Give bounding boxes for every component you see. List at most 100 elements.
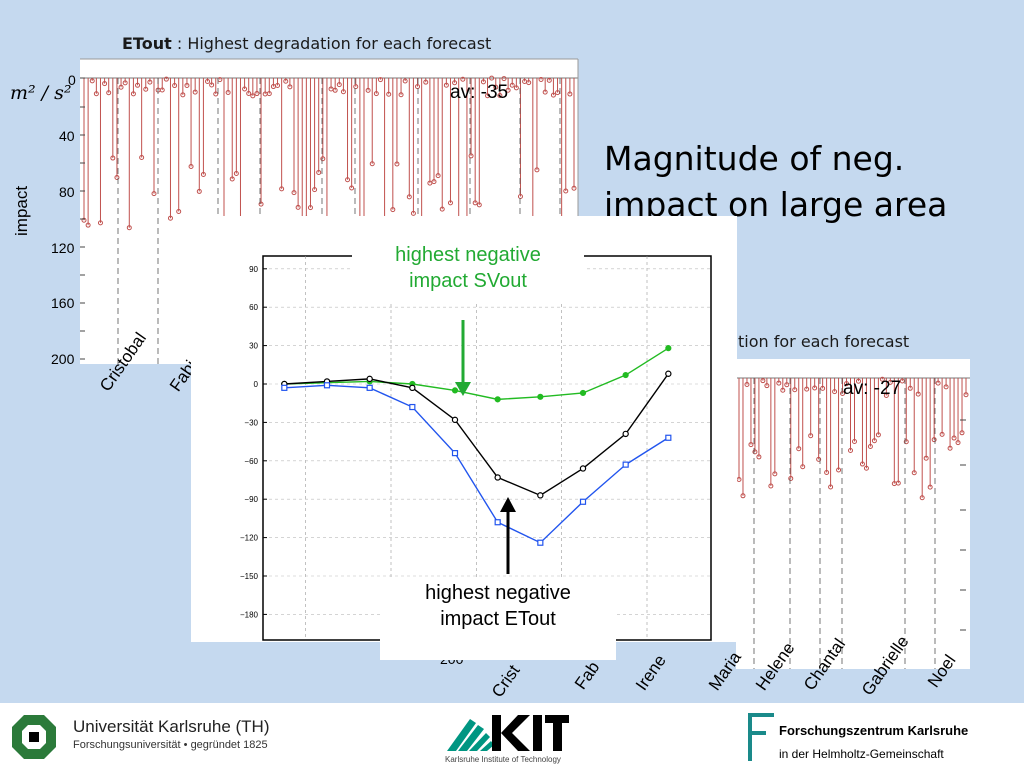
- data-point: [665, 434, 672, 441]
- stem-marker: [927, 484, 933, 490]
- stem-marker: [931, 437, 937, 443]
- stem-marker: [349, 185, 355, 191]
- stem-marker: [188, 163, 194, 169]
- data-point: [451, 450, 459, 457]
- stem-marker: [118, 84, 124, 90]
- stem-marker: [258, 201, 264, 207]
- stem-marker: [209, 82, 215, 88]
- callout-svout-line1: highest negative: [395, 244, 541, 266]
- stem-marker: [526, 80, 532, 86]
- data-point: [537, 539, 544, 546]
- stem-marker: [792, 387, 798, 393]
- uni-name: Universität Karlsruhe (TH): [73, 717, 270, 736]
- stem-marker: [85, 222, 91, 228]
- stem-marker: [126, 225, 132, 231]
- ytick-label: 30: [249, 342, 258, 351]
- stem-marker: [328, 86, 334, 92]
- ytick-label: −90: [244, 495, 258, 504]
- stem-marker: [332, 87, 338, 93]
- stem-marker: [225, 89, 231, 95]
- ytick-160: 160: [51, 295, 75, 311]
- stem-marker: [81, 217, 87, 223]
- stem-marker: [812, 385, 818, 391]
- stem-marker: [517, 193, 523, 199]
- stem-marker: [377, 77, 383, 83]
- data-point: [494, 396, 501, 403]
- ytick-0: 0: [68, 72, 76, 88]
- stem-marker: [192, 89, 198, 95]
- data-point: [537, 492, 544, 499]
- ytick-label: −150: [240, 572, 259, 581]
- series-line-1: [284, 373, 669, 497]
- callout-etout-line1: highest negative: [425, 582, 571, 604]
- footer-logos: [12, 713, 774, 761]
- top-panel-average: av: -35: [450, 82, 509, 103]
- kit-logo: [447, 715, 569, 751]
- stem-marker: [832, 389, 838, 395]
- stem-marker: [919, 495, 925, 501]
- stem-marker: [563, 188, 569, 194]
- stem-marker: [468, 153, 474, 159]
- data-point: [451, 416, 459, 424]
- stem-marker: [744, 382, 750, 388]
- data-point: [451, 387, 459, 394]
- stem-marker: [840, 390, 846, 396]
- stem-marker: [110, 155, 116, 161]
- stem-marker: [752, 449, 758, 455]
- fz-name: Forschungszentrum Karlsruhe: [779, 723, 969, 738]
- stem-marker: [947, 445, 953, 451]
- data-point: [579, 465, 587, 472]
- top-panel-title: ETout : Highest degradation for each for…: [122, 34, 492, 53]
- fz-subtitle: in der Helmholtz-Gemeinschaft: [779, 747, 944, 761]
- stem-marker: [859, 461, 865, 467]
- top-panel-unit: m² / s²: [10, 82, 72, 104]
- data-point: [622, 371, 629, 379]
- right-panel-stems: [736, 376, 969, 501]
- stem-marker: [867, 444, 873, 450]
- data-point: [409, 403, 416, 411]
- data-point: [366, 384, 373, 391]
- stem-marker: [824, 470, 830, 476]
- stem-marker: [246, 91, 252, 97]
- stem-marker: [460, 76, 466, 82]
- stem-marker: [151, 191, 157, 197]
- stem-marker: [497, 93, 503, 99]
- stem-marker: [923, 455, 929, 461]
- stem-marker: [513, 85, 519, 91]
- data-point: [409, 384, 416, 392]
- stem-marker: [505, 87, 511, 93]
- stem-marker: [106, 90, 112, 96]
- stem-marker: [114, 174, 120, 180]
- slide: ETout : Highest degradation for each for…: [10, 34, 970, 701]
- stem-marker: [911, 470, 917, 476]
- stem-marker: [567, 91, 573, 97]
- callout-svout: highest negative impact SVout: [352, 242, 584, 304]
- stem-marker: [808, 433, 814, 439]
- stem-marker: [423, 79, 429, 85]
- stem-marker: [242, 86, 248, 92]
- ytick-label: 90: [249, 265, 258, 274]
- stem-marker: [200, 171, 206, 177]
- line-chart-yticks: 90 60 30 0 −30 −60 −90 −120 −150 −180: [240, 265, 267, 619]
- stem-marker: [122, 80, 128, 86]
- stem-marker: [402, 78, 408, 84]
- ytick-120: 120: [51, 240, 75, 256]
- stem-marker: [307, 205, 313, 211]
- stem-marker: [820, 385, 826, 391]
- series-line-0: [284, 347, 669, 401]
- data-point: [665, 345, 672, 352]
- stem-marker: [147, 79, 153, 85]
- stem-marker: [740, 493, 746, 499]
- stem-marker: [943, 384, 949, 390]
- stem-marker: [89, 78, 95, 84]
- stem-marker: [279, 186, 285, 192]
- stem-marker: [427, 180, 433, 186]
- stem-marker: [398, 92, 404, 98]
- ytick-label: −60: [244, 457, 258, 466]
- slide-heading: Magnitude of neg. impact on large area: [604, 136, 947, 228]
- stem-marker: [538, 76, 544, 82]
- stem-marker: [828, 484, 834, 490]
- stem-marker: [907, 385, 913, 391]
- stem-marker: [176, 208, 182, 214]
- stem-marker: [316, 169, 322, 175]
